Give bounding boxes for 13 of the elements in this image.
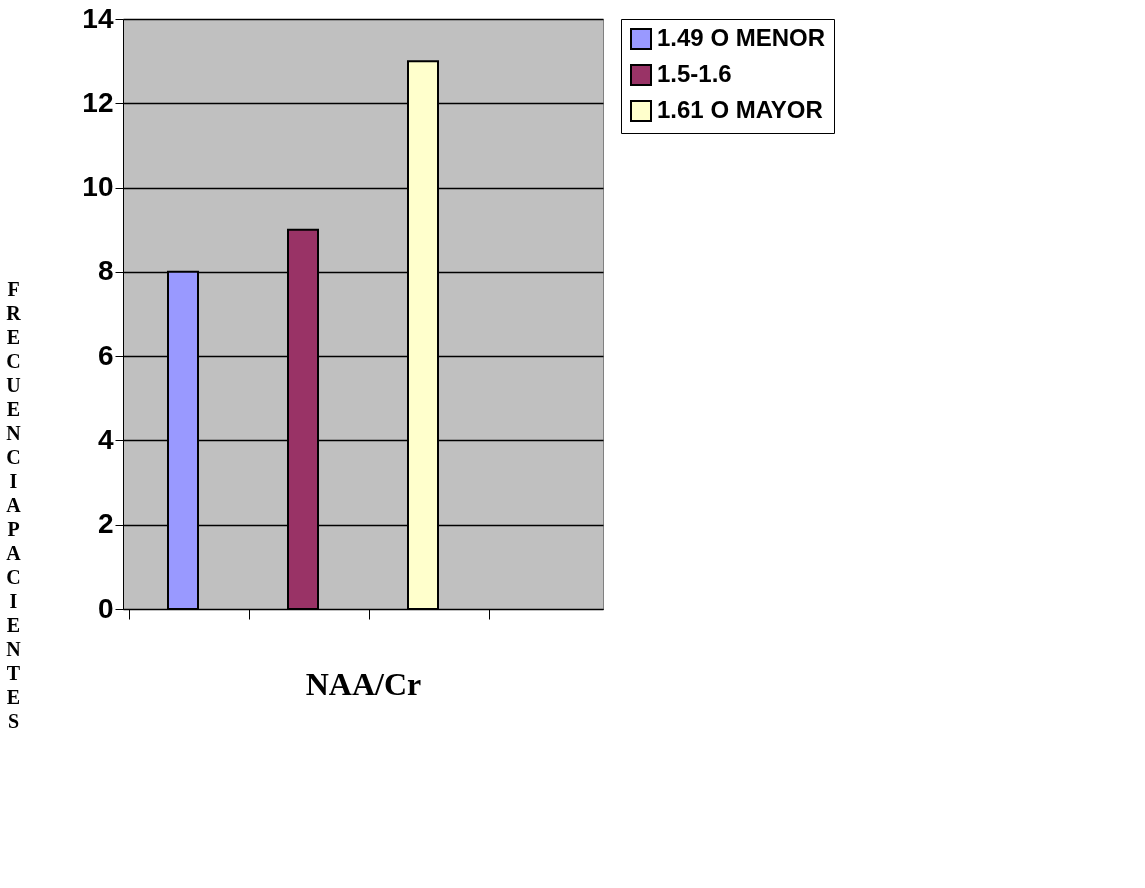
y-tick-label: 8: [97, 255, 114, 287]
y-tick-label: 4: [97, 423, 114, 455]
y-tick-label: 2: [97, 508, 114, 540]
y-tick-label: 12: [82, 86, 114, 118]
legend-label: 1.5-1.6: [657, 60, 732, 87]
y-tick-label: 6: [97, 339, 114, 371]
y-tick-label: 0: [97, 592, 114, 624]
legend-label: 1.61 O MAYOR: [657, 96, 823, 123]
y-tick-label: 14: [82, 2, 114, 34]
x-axis-title: NAA/Cr: [305, 666, 422, 702]
text: FRECUENCIA PACIENTES: [6, 277, 21, 732]
legend-label: 1.49 O MENOR: [657, 24, 826, 51]
y-tick-label: 10: [82, 171, 114, 203]
